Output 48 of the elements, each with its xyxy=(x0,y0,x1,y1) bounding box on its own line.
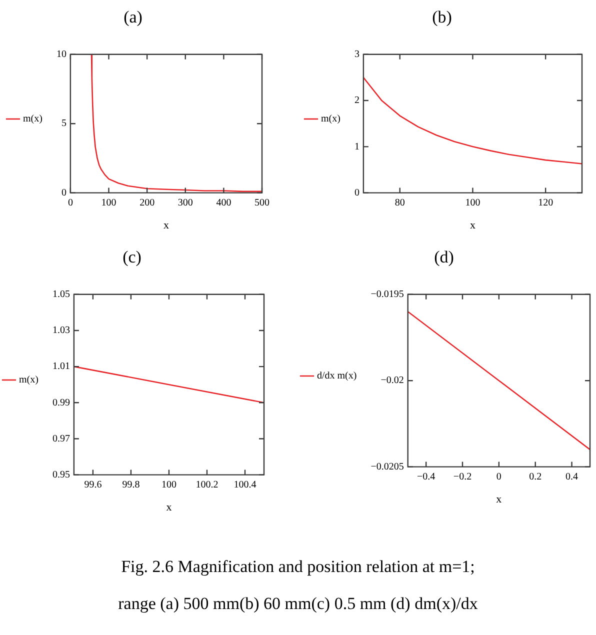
x-axis-title: x xyxy=(470,219,476,232)
x-tick-label: 99.6 xyxy=(84,479,102,490)
y-tick-label: 2 xyxy=(354,95,360,106)
x-tick-label: 500 xyxy=(254,197,270,208)
x-tick-label: 400 xyxy=(216,197,232,208)
y-tick-label: 0 xyxy=(61,187,66,198)
y-tick-label: 1 xyxy=(354,141,360,152)
text: range (a) 500 mm(b) 60 mm(c) 0.5 mm (d) dm(x)/dx xyxy=(117,593,479,615)
legend-label: m(x) xyxy=(23,114,42,125)
x-axis-title: x xyxy=(163,219,170,232)
y-tick-label: −0.0195 xyxy=(370,289,404,300)
x-axis-title: x xyxy=(496,493,502,506)
x-tick-label: 300 xyxy=(178,197,193,208)
y-tick-label: 0.95 xyxy=(52,469,70,480)
x-tick-label: 100 xyxy=(101,197,116,208)
x-tick-label: 100.2 xyxy=(196,479,218,490)
x-tick-label: 100.4 xyxy=(234,479,256,490)
x-tick-label: 120 xyxy=(538,197,554,208)
y-tick-label: 1.05 xyxy=(52,289,70,300)
chart-title: (b) xyxy=(432,8,452,27)
x-tick-label: 80 xyxy=(394,197,405,208)
chart-title: (c) xyxy=(122,248,142,267)
y-tick-label: 1.03 xyxy=(52,325,70,336)
x-tick-label: 200 xyxy=(140,197,155,208)
x-tick-label: 0.2 xyxy=(529,471,542,482)
x-tick-label: 0 xyxy=(496,471,502,482)
y-tick-label: 1.01 xyxy=(52,361,70,372)
y-tick-label: 0.97 xyxy=(52,433,70,444)
x-tick-label: 0.4 xyxy=(566,471,578,482)
y-tick-label: 3 xyxy=(354,49,360,60)
x-tick-label: 100 xyxy=(161,479,176,490)
y-tick-label: 10 xyxy=(56,49,66,60)
legend-label: m(x) xyxy=(321,114,340,125)
y-tick-label: 5 xyxy=(61,118,66,130)
legend-label: d/dx m(x) xyxy=(317,370,357,382)
y-tick-label: −0.02 xyxy=(380,375,404,386)
x-tick-label: −0.2 xyxy=(453,471,472,482)
chart-title: (d) xyxy=(434,248,454,267)
y-tick-label: 0.99 xyxy=(52,397,70,408)
caption: Fig. 2.6 Magnification and position relation at m=1; xyxy=(120,556,476,578)
y-tick-label: −0.0205 xyxy=(370,461,404,472)
y-tick-label: 0 xyxy=(354,187,360,198)
legend-label: m(x) xyxy=(19,374,38,386)
x-axis-title: x xyxy=(166,501,172,514)
x-tick-label: −0.4 xyxy=(417,471,436,482)
x-tick-label: 100 xyxy=(465,197,480,208)
x-tick-label: 99.8 xyxy=(122,479,140,490)
chart-title: (a) xyxy=(124,8,142,27)
